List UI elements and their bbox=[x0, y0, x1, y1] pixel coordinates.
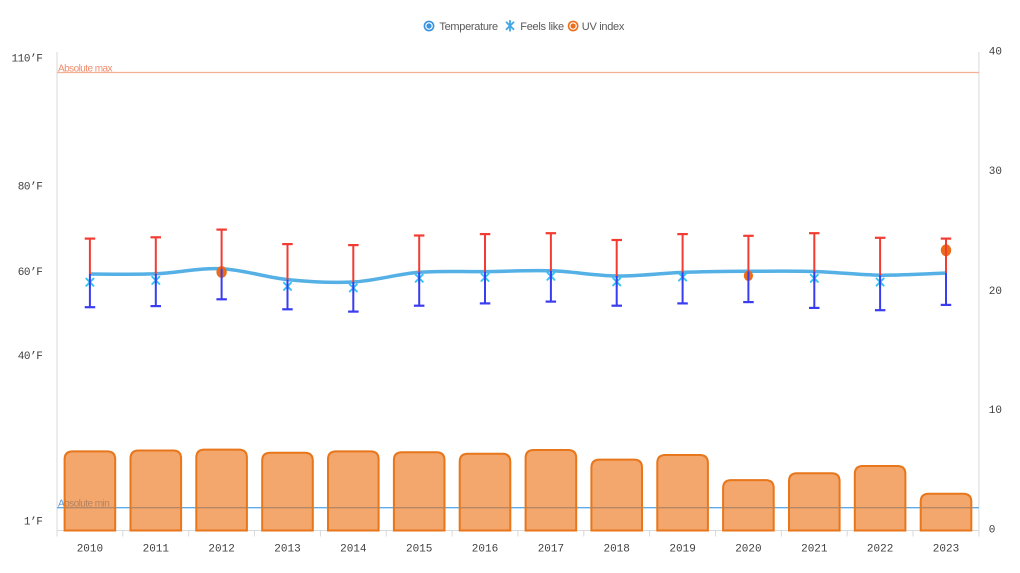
svg-text:2018: 2018 bbox=[603, 544, 629, 556]
svg-text:2020: 2020 bbox=[735, 544, 761, 556]
svg-text:10: 10 bbox=[989, 405, 1002, 417]
svg-text:Temperature: Temperature bbox=[439, 21, 498, 33]
svg-text:2011: 2011 bbox=[143, 544, 170, 556]
svg-text:2019: 2019 bbox=[669, 544, 695, 556]
svg-text:2016: 2016 bbox=[472, 544, 498, 556]
svg-text:30: 30 bbox=[989, 166, 1002, 178]
svg-text:0: 0 bbox=[989, 525, 996, 537]
svg-text:2012: 2012 bbox=[208, 544, 234, 556]
svg-text:40’F: 40’F bbox=[18, 351, 43, 363]
svg-text:1’F: 1’F bbox=[24, 517, 43, 529]
svg-text:40: 40 bbox=[989, 46, 1002, 58]
svg-text:UV index: UV index bbox=[582, 21, 625, 33]
svg-text:2013: 2013 bbox=[274, 544, 300, 556]
svg-text:2015: 2015 bbox=[406, 544, 432, 556]
svg-text:60’F: 60’F bbox=[18, 267, 43, 279]
svg-text:110’F: 110’F bbox=[11, 53, 42, 65]
svg-text:80’F: 80’F bbox=[18, 182, 43, 194]
svg-text:20: 20 bbox=[989, 286, 1002, 298]
svg-text:2022: 2022 bbox=[867, 544, 893, 556]
svg-text:Feels like: Feels like bbox=[520, 21, 564, 33]
svg-text:2023: 2023 bbox=[933, 544, 959, 556]
svg-text:Absolute max: Absolute max bbox=[58, 64, 113, 75]
svg-text:2010: 2010 bbox=[77, 544, 103, 556]
svg-text:2017: 2017 bbox=[538, 544, 564, 556]
svg-text:2014: 2014 bbox=[340, 544, 367, 556]
svg-text:2021: 2021 bbox=[801, 544, 828, 556]
